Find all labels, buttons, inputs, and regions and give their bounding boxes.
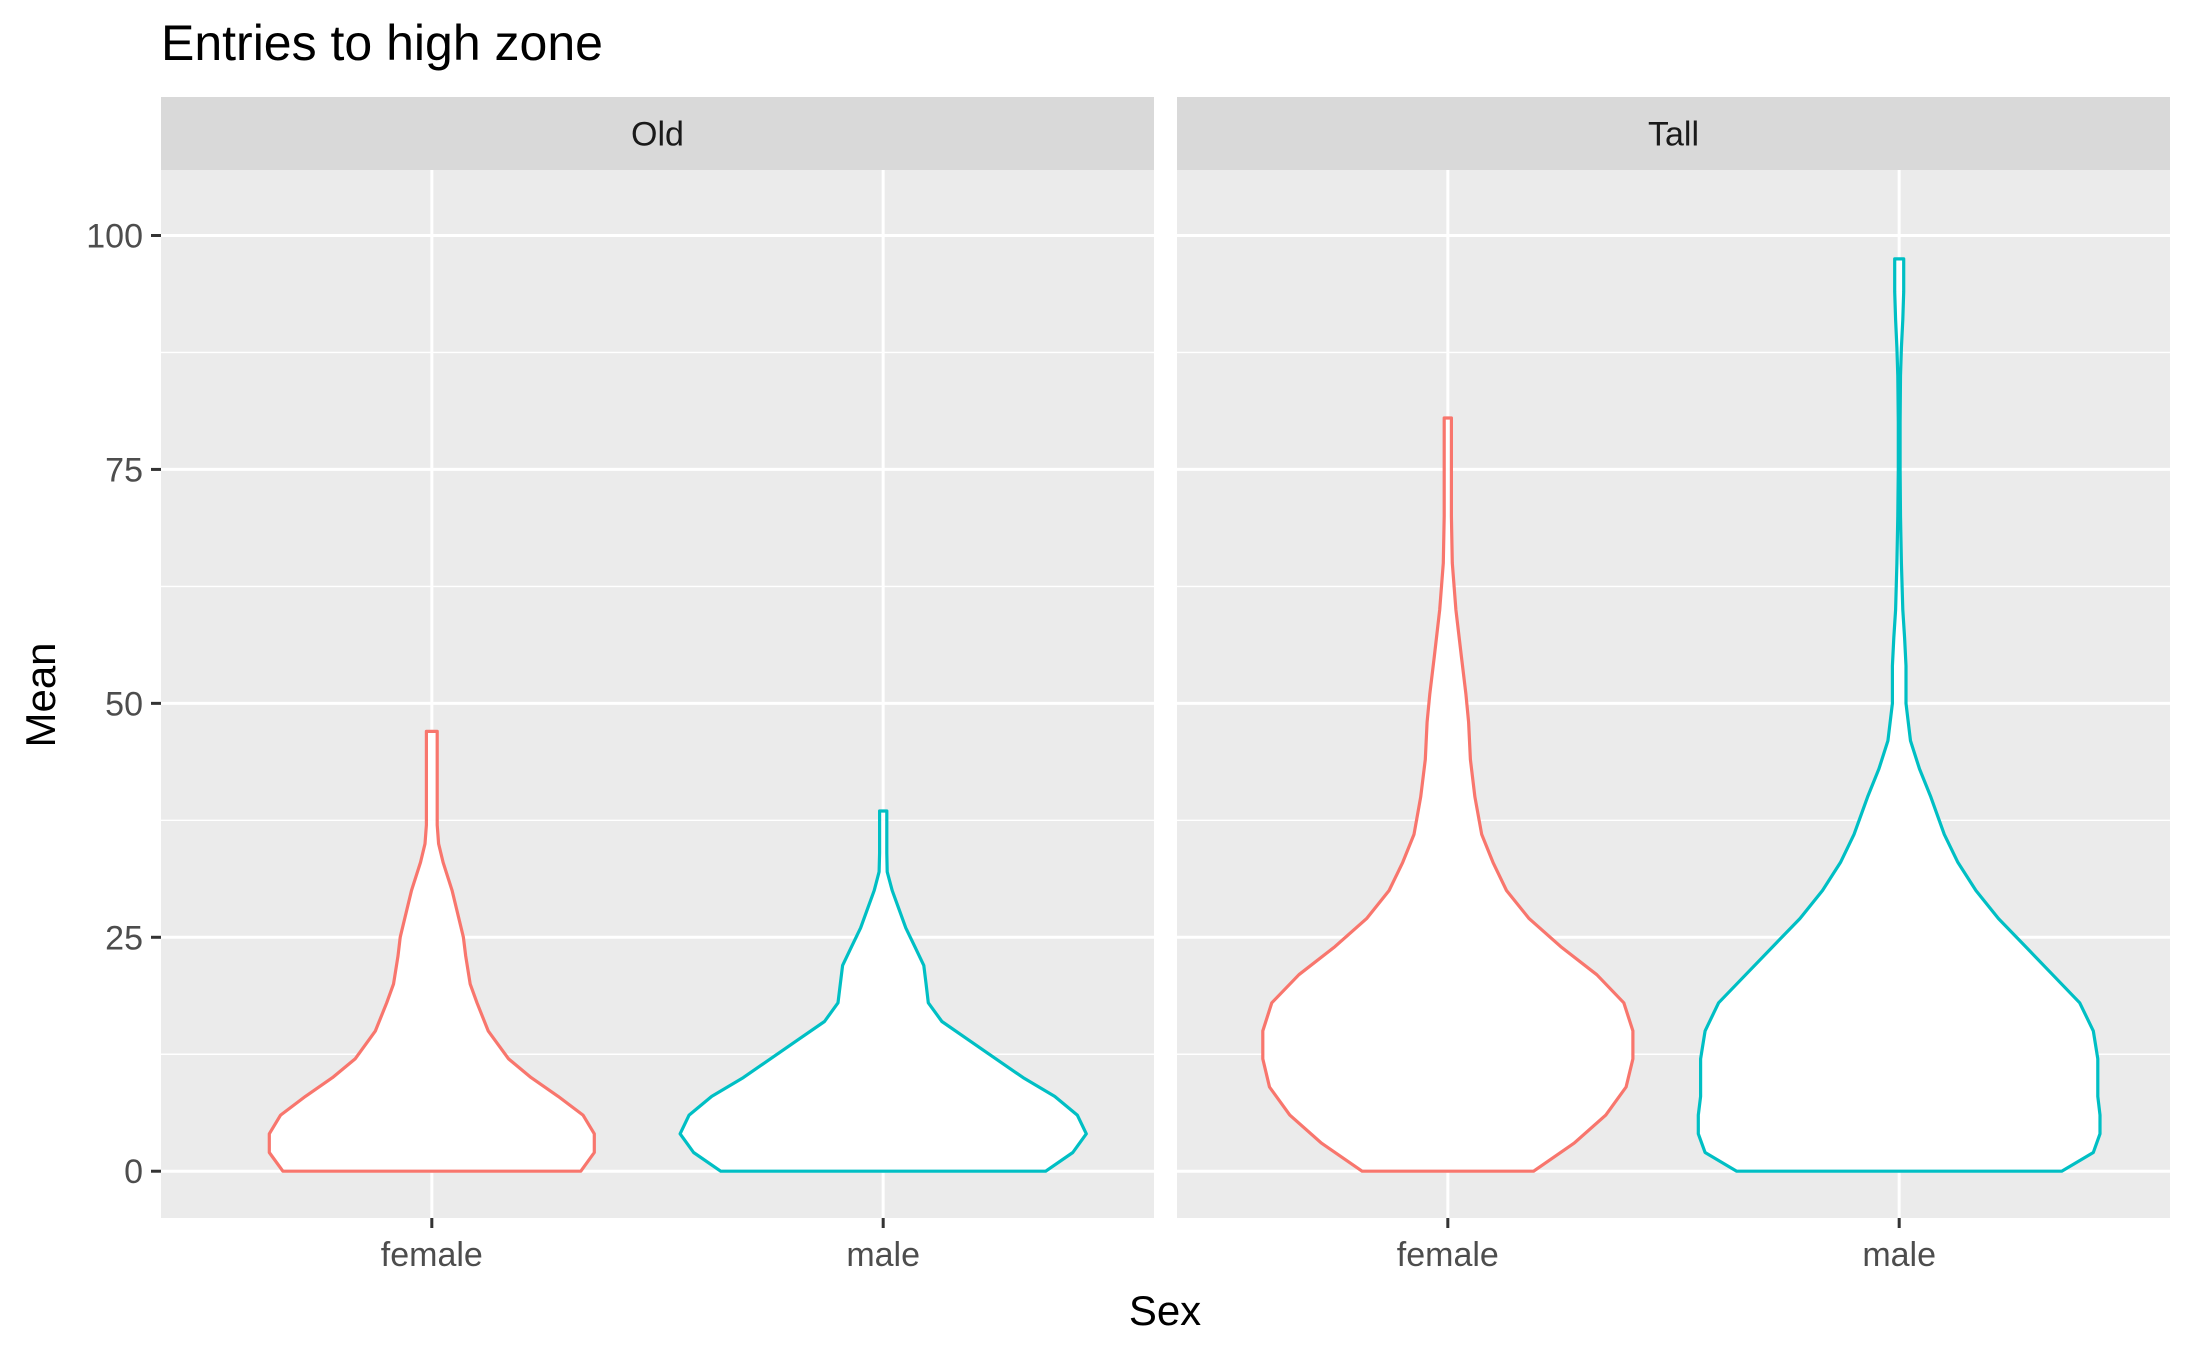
y-tick-label: 100 (86, 218, 143, 256)
x-tick-label: female (1397, 1236, 1499, 1274)
facet-strip-tall (1177, 97, 2170, 170)
facet-strip-label: Old (631, 116, 684, 154)
y-tick-label: 25 (105, 919, 143, 957)
x-tick-label: male (1862, 1236, 1936, 1274)
x-tick-label: female (381, 1236, 483, 1274)
y-tick-label: 75 (105, 451, 143, 489)
x-axis-label: Sex (1129, 1287, 1201, 1334)
facet-strip-old (161, 97, 1154, 170)
violin-tall-male (1696, 257, 2102, 1173)
chart-title: Entries to high zone (161, 15, 603, 71)
violin-old-male (678, 809, 1088, 1173)
panel-background-old (161, 170, 1154, 1218)
violin-old-female (267, 729, 596, 1173)
y-axis-label: Mean (17, 642, 64, 747)
x-tick-label: male (846, 1236, 920, 1274)
y-tick-label: 0 (124, 1153, 143, 1191)
y-tick-label: 50 (105, 685, 143, 723)
violin-tall-female (1261, 416, 1635, 1173)
facet-strip-label: Tall (1648, 116, 1699, 154)
